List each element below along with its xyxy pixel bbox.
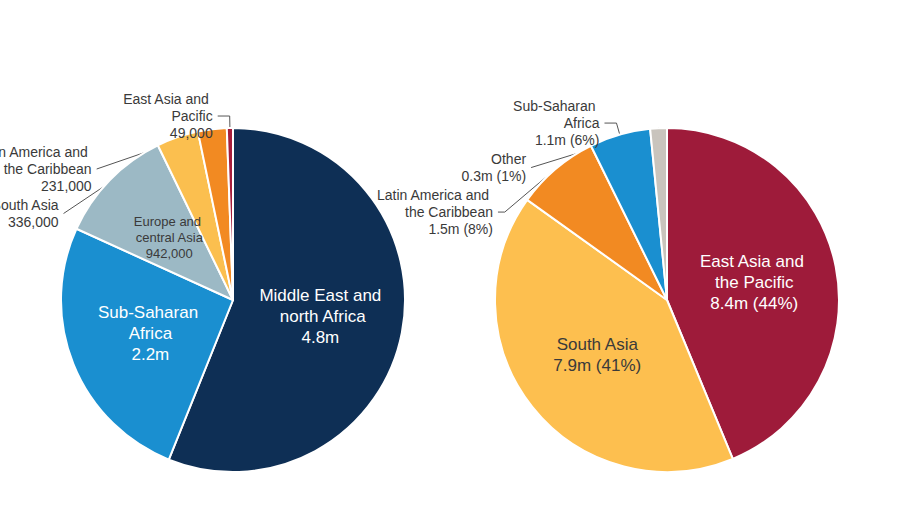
svg-text:the Caribbean: the Caribbean [405, 204, 493, 220]
svg-text:Other: Other [491, 151, 526, 167]
svg-text:Middle East and: Middle East and [259, 286, 381, 305]
svg-text:8.4m (44%): 8.4m (44%) [710, 294, 798, 313]
svg-text:South Asia: South Asia [557, 335, 639, 354]
svg-text:231,000: 231,000 [41, 178, 92, 194]
svg-text:central Asia: central Asia [136, 230, 204, 245]
svg-text:49,000: 49,000 [170, 125, 213, 141]
svg-text:Europe and: Europe and [134, 214, 205, 229]
svg-text:1.1m (6%): 1.1m (6%) [535, 132, 600, 148]
svg-text:1.5m (8%): 1.5m (8%) [428, 221, 493, 237]
svg-text:2.2m: 2.2m [131, 345, 169, 364]
svg-text:north Africa: north Africa [275, 307, 366, 326]
svg-text:Latin America and: Latin America and [0, 144, 92, 160]
svg-text:336,000: 336,000 [8, 214, 59, 230]
svg-text:4.8m: 4.8m [301, 328, 339, 347]
svg-text:East Asia and: East Asia and [700, 252, 809, 271]
svg-text:the Pacific: the Pacific [715, 273, 794, 292]
svg-text:942,000: 942,000 [146, 246, 193, 261]
svg-text:7.9m (41%): 7.9m (41%) [553, 356, 641, 375]
svg-text:the Caribbean: the Caribbean [4, 161, 92, 177]
svg-text:Latin America and: Latin America and [377, 187, 493, 203]
svg-text:Sub-Saharan: Sub-Saharan [98, 303, 203, 322]
svg-text:Africa: Africa [129, 324, 173, 343]
svg-text:East Asia and: East Asia and [123, 91, 213, 107]
svg-text:Africa: Africa [564, 115, 600, 131]
svg-text:South Asia: South Asia [0, 197, 59, 213]
svg-text:Sub-Saharan: Sub-Saharan [513, 98, 599, 114]
svg-text:Pacific: Pacific [171, 108, 212, 124]
svg-text:0.3m (1%): 0.3m (1%) [462, 168, 527, 184]
